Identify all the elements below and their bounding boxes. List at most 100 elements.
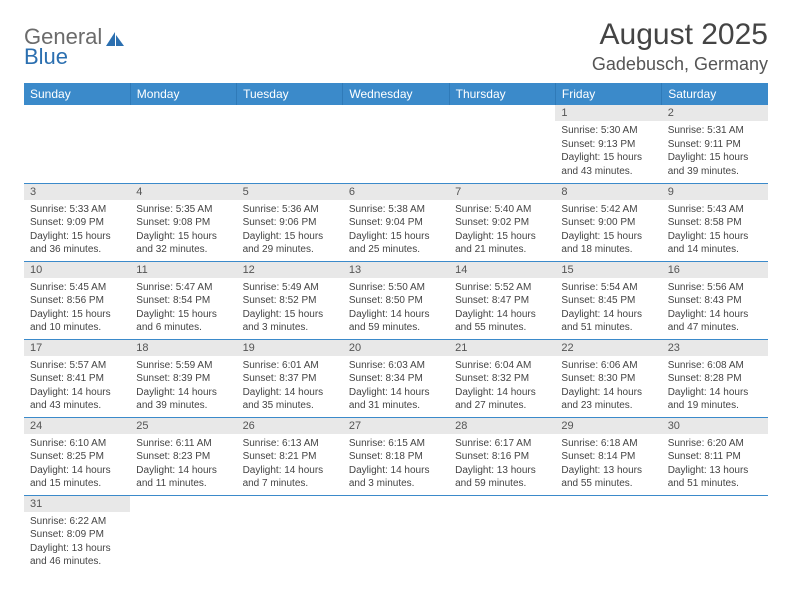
calendar-cell: 14Sunrise: 5:52 AMSunset: 8:47 PMDayligh…	[449, 261, 555, 339]
weekday-header: Saturday	[662, 83, 768, 105]
day-number: 26	[237, 418, 343, 434]
calendar-cell	[555, 495, 661, 573]
weekday-header: Monday	[130, 83, 236, 105]
day-info: Sunrise: 6:10 AMSunset: 8:25 PMDaylight:…	[24, 434, 130, 494]
day-number: 28	[449, 418, 555, 434]
day-info: Sunrise: 5:50 AMSunset: 8:50 PMDaylight:…	[343, 278, 449, 338]
calendar-cell: 31Sunrise: 6:22 AMSunset: 8:09 PMDayligh…	[24, 495, 130, 573]
calendar-cell: 2Sunrise: 5:31 AMSunset: 9:11 PMDaylight…	[662, 105, 768, 183]
title-block: August 2025 Gadebusch, Germany	[592, 18, 768, 75]
calendar-cell	[343, 105, 449, 183]
calendar-cell: 27Sunrise: 6:15 AMSunset: 8:18 PMDayligh…	[343, 417, 449, 495]
calendar-cell: 25Sunrise: 6:11 AMSunset: 8:23 PMDayligh…	[130, 417, 236, 495]
day-info: Sunrise: 5:47 AMSunset: 8:54 PMDaylight:…	[130, 278, 236, 338]
calendar-cell: 30Sunrise: 6:20 AMSunset: 8:11 PMDayligh…	[662, 417, 768, 495]
day-info: Sunrise: 5:57 AMSunset: 8:41 PMDaylight:…	[24, 356, 130, 416]
calendar-cell: 23Sunrise: 6:08 AMSunset: 8:28 PMDayligh…	[662, 339, 768, 417]
day-number: 17	[24, 340, 130, 356]
calendar-cell	[449, 105, 555, 183]
day-number: 8	[555, 184, 661, 200]
calendar-cell: 19Sunrise: 6:01 AMSunset: 8:37 PMDayligh…	[237, 339, 343, 417]
day-number: 20	[343, 340, 449, 356]
logo-text-blue: Blue	[24, 44, 68, 70]
weekday-header: Sunday	[24, 83, 130, 105]
day-info: Sunrise: 6:13 AMSunset: 8:21 PMDaylight:…	[237, 434, 343, 494]
day-info: Sunrise: 5:30 AMSunset: 9:13 PMDaylight:…	[555, 121, 661, 181]
day-info: Sunrise: 6:03 AMSunset: 8:34 PMDaylight:…	[343, 356, 449, 416]
calendar-cell: 21Sunrise: 6:04 AMSunset: 8:32 PMDayligh…	[449, 339, 555, 417]
day-info: Sunrise: 5:52 AMSunset: 8:47 PMDaylight:…	[449, 278, 555, 338]
day-number: 30	[662, 418, 768, 434]
calendar-cell	[237, 105, 343, 183]
calendar-cell: 13Sunrise: 5:50 AMSunset: 8:50 PMDayligh…	[343, 261, 449, 339]
calendar-cell: 28Sunrise: 6:17 AMSunset: 8:16 PMDayligh…	[449, 417, 555, 495]
weekday-header: Friday	[555, 83, 661, 105]
day-number: 15	[555, 262, 661, 278]
day-info: Sunrise: 5:56 AMSunset: 8:43 PMDaylight:…	[662, 278, 768, 338]
day-number: 29	[555, 418, 661, 434]
day-number: 7	[449, 184, 555, 200]
day-info: Sunrise: 6:15 AMSunset: 8:18 PMDaylight:…	[343, 434, 449, 494]
calendar-cell: 1Sunrise: 5:30 AMSunset: 9:13 PMDaylight…	[555, 105, 661, 183]
calendar-cell: 5Sunrise: 5:36 AMSunset: 9:06 PMDaylight…	[237, 183, 343, 261]
weekday-header: Wednesday	[343, 83, 449, 105]
calendar-cell: 12Sunrise: 5:49 AMSunset: 8:52 PMDayligh…	[237, 261, 343, 339]
calendar-cell: 3Sunrise: 5:33 AMSunset: 9:09 PMDaylight…	[24, 183, 130, 261]
day-number: 23	[662, 340, 768, 356]
day-number: 1	[555, 105, 661, 121]
calendar-cell: 26Sunrise: 6:13 AMSunset: 8:21 PMDayligh…	[237, 417, 343, 495]
day-number: 18	[130, 340, 236, 356]
calendar-cell	[237, 495, 343, 573]
day-info: Sunrise: 6:22 AMSunset: 8:09 PMDaylight:…	[24, 512, 130, 572]
day-info: Sunrise: 6:06 AMSunset: 8:30 PMDaylight:…	[555, 356, 661, 416]
calendar-cell: 7Sunrise: 5:40 AMSunset: 9:02 PMDaylight…	[449, 183, 555, 261]
day-number: 22	[555, 340, 661, 356]
sail-icon	[104, 28, 126, 46]
calendar-cell: 22Sunrise: 6:06 AMSunset: 8:30 PMDayligh…	[555, 339, 661, 417]
day-number: 3	[24, 184, 130, 200]
day-number: 24	[24, 418, 130, 434]
calendar-table: SundayMondayTuesdayWednesdayThursdayFrid…	[24, 83, 768, 573]
day-info: Sunrise: 5:59 AMSunset: 8:39 PMDaylight:…	[130, 356, 236, 416]
calendar-cell: 11Sunrise: 5:47 AMSunset: 8:54 PMDayligh…	[130, 261, 236, 339]
calendar-cell	[662, 495, 768, 573]
day-info: Sunrise: 6:18 AMSunset: 8:14 PMDaylight:…	[555, 434, 661, 494]
day-number: 9	[662, 184, 768, 200]
header: General August 2025 Gadebusch, Germany	[24, 18, 768, 75]
calendar-cell: 24Sunrise: 6:10 AMSunset: 8:25 PMDayligh…	[24, 417, 130, 495]
calendar-cell	[24, 105, 130, 183]
day-number: 12	[237, 262, 343, 278]
weekday-header: Tuesday	[237, 83, 343, 105]
day-info: Sunrise: 5:43 AMSunset: 8:58 PMDaylight:…	[662, 200, 768, 260]
day-info: Sunrise: 5:33 AMSunset: 9:09 PMDaylight:…	[24, 200, 130, 260]
location-label: Gadebusch, Germany	[592, 54, 768, 75]
day-number: 19	[237, 340, 343, 356]
day-info: Sunrise: 6:01 AMSunset: 8:37 PMDaylight:…	[237, 356, 343, 416]
day-info: Sunrise: 5:45 AMSunset: 8:56 PMDaylight:…	[24, 278, 130, 338]
day-number: 25	[130, 418, 236, 434]
calendar-cell: 17Sunrise: 5:57 AMSunset: 8:41 PMDayligh…	[24, 339, 130, 417]
calendar-cell	[130, 105, 236, 183]
day-number: 16	[662, 262, 768, 278]
day-number: 14	[449, 262, 555, 278]
calendar-body: 1Sunrise: 5:30 AMSunset: 9:13 PMDaylight…	[24, 105, 768, 573]
day-info: Sunrise: 5:42 AMSunset: 9:00 PMDaylight:…	[555, 200, 661, 260]
calendar-cell: 9Sunrise: 5:43 AMSunset: 8:58 PMDaylight…	[662, 183, 768, 261]
calendar-cell	[449, 495, 555, 573]
day-number: 21	[449, 340, 555, 356]
calendar-cell	[343, 495, 449, 573]
day-info: Sunrise: 5:38 AMSunset: 9:04 PMDaylight:…	[343, 200, 449, 260]
calendar-cell: 29Sunrise: 6:18 AMSunset: 8:14 PMDayligh…	[555, 417, 661, 495]
weekday-header: Thursday	[449, 83, 555, 105]
calendar-cell: 20Sunrise: 6:03 AMSunset: 8:34 PMDayligh…	[343, 339, 449, 417]
day-info: Sunrise: 6:11 AMSunset: 8:23 PMDaylight:…	[130, 434, 236, 494]
day-info: Sunrise: 5:54 AMSunset: 8:45 PMDaylight:…	[555, 278, 661, 338]
day-info: Sunrise: 5:36 AMSunset: 9:06 PMDaylight:…	[237, 200, 343, 260]
day-number: 27	[343, 418, 449, 434]
day-number: 10	[24, 262, 130, 278]
day-number: 13	[343, 262, 449, 278]
day-number: 31	[24, 496, 130, 512]
calendar-cell: 10Sunrise: 5:45 AMSunset: 8:56 PMDayligh…	[24, 261, 130, 339]
day-info: Sunrise: 5:40 AMSunset: 9:02 PMDaylight:…	[449, 200, 555, 260]
calendar-header-row: SundayMondayTuesdayWednesdayThursdayFrid…	[24, 83, 768, 105]
